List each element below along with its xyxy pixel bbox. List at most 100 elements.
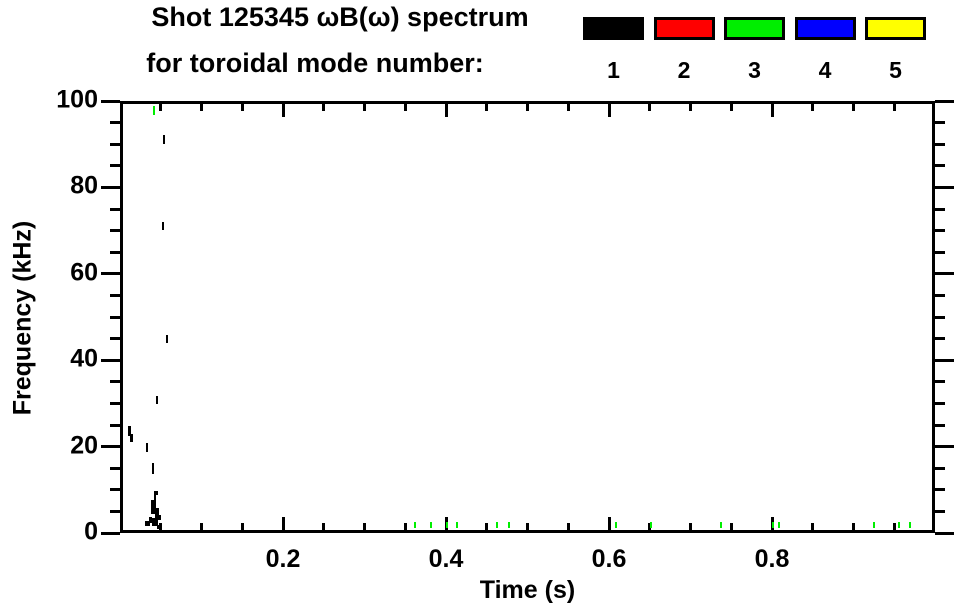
plot-title-line2: for toroidal mode number:	[146, 48, 484, 78]
y-minor-tick-55	[110, 293, 120, 297]
x-minor-tick-top-0.95	[892, 104, 896, 111]
spectrum-mark-mode-1	[155, 507, 160, 520]
y-minor-tick-right-85	[935, 164, 945, 168]
spectrum-mark-mode-1	[129, 433, 133, 442]
y-tick-label-0: 0	[84, 517, 98, 546]
x-major-tick-0.6	[607, 517, 611, 530]
x-minor-tick-0.9	[852, 523, 855, 530]
y-minor-tick-25	[110, 423, 120, 427]
x-major-tick-0.2	[281, 517, 285, 530]
spectrum-mark-mode-1	[156, 524, 160, 529]
spectrum-mark-mode-1	[128, 426, 132, 437]
x-minor-tick-top-0.05	[159, 104, 163, 111]
y-minor-tick-right-70	[935, 229, 945, 233]
legend-swatch-mode-3	[724, 17, 785, 40]
spectrum-mark-mode-1	[152, 518, 159, 527]
x-minor-tick-top-0.15	[240, 104, 244, 111]
y-tick-label-20: 20	[70, 430, 98, 459]
x-major-tick-top-0.6	[607, 104, 611, 117]
y-minor-tick-85	[110, 164, 120, 168]
plot-title-line1: Shot 125345 ωB(ω) spectrum	[151, 2, 529, 32]
y-major-tick-20	[101, 445, 120, 449]
y-minor-tick-65	[110, 250, 120, 254]
y-major-tick-right-40	[935, 358, 954, 362]
spectrum-mark-mode-1	[149, 517, 153, 524]
legend-label-mode-1: 1	[607, 57, 620, 83]
legend-label-mode-3: 3	[748, 57, 761, 83]
x-minor-tick-top-0.65	[648, 104, 652, 111]
x-minor-tick-top-0.1	[200, 104, 203, 111]
y-minor-tick-35	[110, 380, 120, 384]
y-minor-tick-95	[110, 121, 120, 125]
spectrum-mark-mode-3	[445, 522, 448, 529]
spectrum-mark-mode-3	[778, 522, 781, 529]
y-tick-label-100: 100	[56, 85, 98, 114]
x-major-tick-top-0.2	[281, 104, 285, 117]
legend-swatch-mode-1	[583, 17, 644, 40]
y-major-tick-100	[101, 99, 120, 103]
x-minor-tick-top-0.25	[322, 104, 326, 111]
y-minor-tick-right-10	[935, 488, 945, 492]
spectrum-mark-mode-3	[507, 522, 510, 529]
x-minor-tick-0.3	[363, 523, 366, 530]
x-minor-tick-0.1	[200, 523, 203, 530]
y-minor-tick-right-25	[935, 423, 945, 427]
y-minor-tick-right-95	[935, 121, 945, 125]
x-tick-label-0.2: 0.2	[265, 545, 301, 573]
spectrum-mark-mode-3	[430, 522, 433, 529]
y-tick-label-60: 60	[70, 258, 98, 287]
y-minor-tick-right-45	[935, 337, 945, 341]
spectrum-mark-mode-3	[153, 106, 156, 115]
spectrum-mark-mode-1	[151, 463, 154, 475]
y-tick-label-80: 80	[70, 171, 98, 200]
x-minor-tick-0.75	[729, 523, 733, 530]
x-minor-tick-top-0.3	[363, 104, 366, 111]
y-minor-tick-right-35	[935, 380, 945, 384]
spectrum-mark-mode-3	[650, 522, 653, 529]
y-minor-tick-90	[110, 142, 120, 146]
x-minor-tick-0.85	[811, 523, 815, 530]
x-axis-title-text: Time (s)	[479, 576, 576, 604]
y-minor-tick-right-55	[935, 293, 945, 297]
y-major-tick-right-80	[935, 185, 954, 189]
legend-label-mode-5: 5	[889, 57, 902, 83]
spectrum-mark-mode-3	[872, 522, 875, 529]
x-minor-tick-0.65	[648, 523, 652, 530]
y-minor-tick-5	[110, 509, 120, 513]
x-minor-tick-top-0.85	[811, 104, 815, 111]
spectrum-mark-mode-1	[151, 500, 157, 515]
spectrum-mark-mode-1	[144, 520, 150, 526]
x-minor-tick-0.35	[403, 523, 407, 530]
x-minor-tick-top-0.5	[526, 104, 529, 111]
x-tick-label-0.6: 0.6	[591, 545, 627, 573]
x-minor-tick-top-0.55	[566, 104, 570, 111]
spectrum-mark-mode-1	[156, 490, 159, 495]
y-minor-tick-70	[110, 229, 120, 233]
x-minor-tick-top-0.9	[852, 104, 855, 111]
x-major-tick-top-0.8	[770, 104, 774, 117]
x-major-tick-top-0.4	[444, 104, 448, 117]
spectrum-mark-mode-1	[166, 334, 169, 343]
spectrum-mark-mode-1	[163, 135, 165, 145]
y-minor-tick-right-15	[935, 466, 945, 470]
y-minor-tick-right-65	[935, 250, 945, 254]
y-minor-tick-50	[110, 315, 120, 319]
legend-label-mode-2: 2	[677, 57, 691, 83]
y-major-tick-80	[101, 185, 120, 189]
x-minor-tick-0.95	[892, 523, 896, 530]
plot-frame	[120, 101, 935, 533]
legend-swatch-mode-2	[653, 17, 715, 40]
x-minor-tick-0.45	[485, 523, 489, 530]
x-axis-title: Time (s)	[0, 576, 963, 605]
x-minor-tick-0.5	[526, 523, 529, 530]
y-major-tick-right-0	[935, 531, 954, 535]
x-minor-tick-top-0.45	[485, 104, 489, 111]
x-minor-tick-0.25	[322, 523, 326, 530]
y-minor-tick-10	[110, 488, 120, 492]
y-minor-tick-45	[110, 337, 120, 341]
x-minor-tick-top-0.35	[403, 104, 407, 111]
y-major-tick-60	[101, 272, 120, 276]
x-tick-label-0.8: 0.8	[754, 545, 790, 573]
x-minor-tick-0.05	[159, 523, 163, 530]
